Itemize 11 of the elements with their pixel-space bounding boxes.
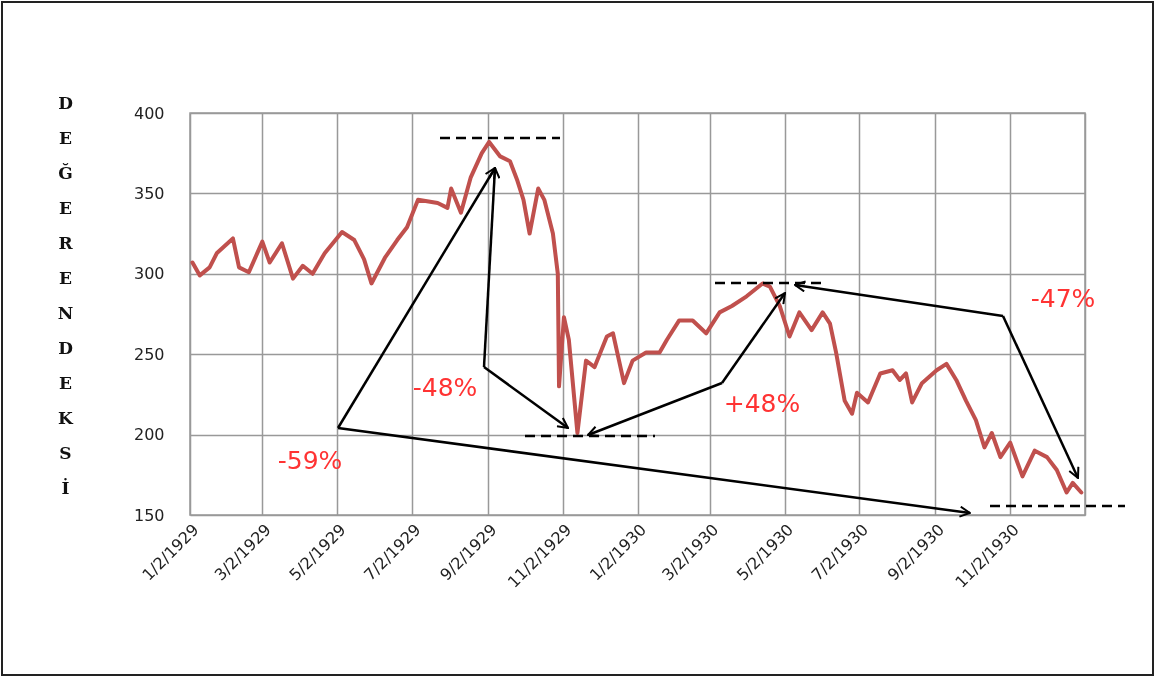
text: DEĞER ENDEKSİ	[57, 92, 74, 498]
annotation: -59%	[277, 446, 343, 475]
y-tick-label: 250	[133, 344, 165, 364]
y-tick-label: 400	[133, 103, 165, 123]
annotation: -48%	[412, 373, 478, 402]
y-tick-label: 200	[133, 425, 165, 445]
annotation: +48%	[723, 389, 801, 418]
y-tick-label: 300	[133, 264, 165, 284]
annotation: -47%	[1030, 284, 1096, 313]
y-tick-label: 350	[133, 183, 165, 203]
y-tick-label: 150	[133, 505, 165, 525]
